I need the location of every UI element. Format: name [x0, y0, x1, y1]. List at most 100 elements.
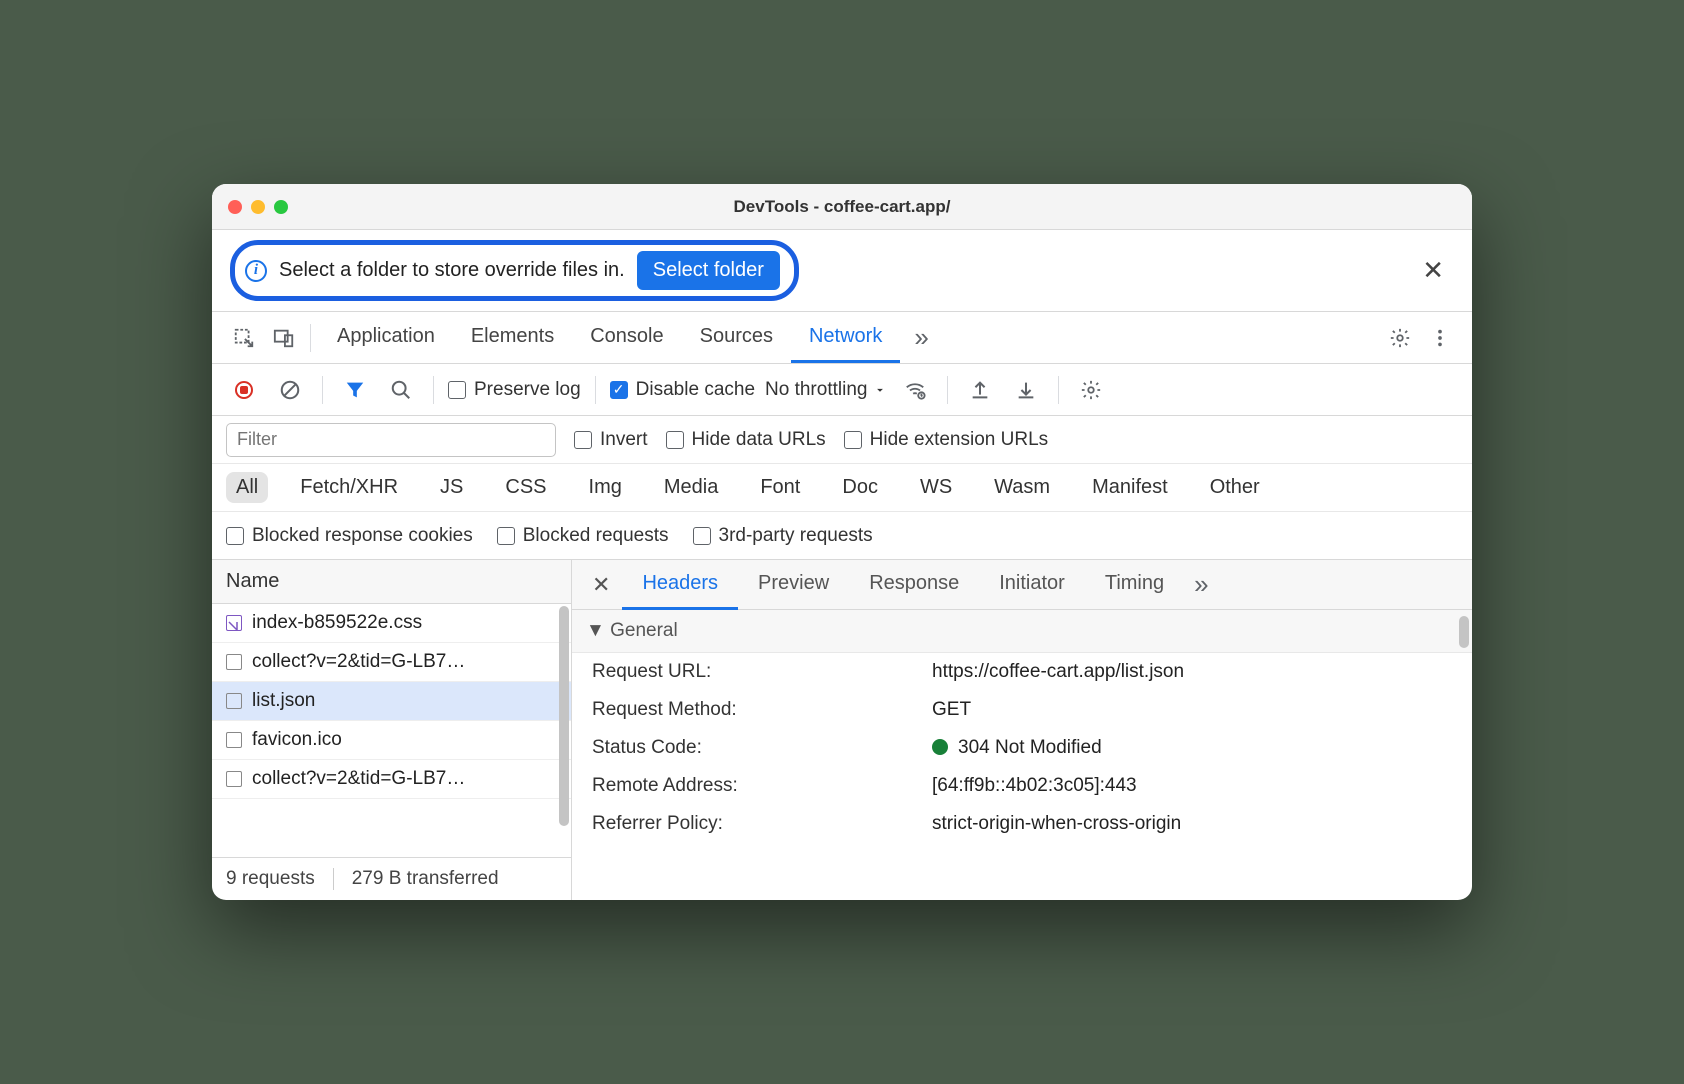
kv-row: Status Code:304 Not Modified [572, 729, 1472, 767]
titlebar: DevTools - coffee-cart.app/ [212, 184, 1472, 230]
requests-count: 9 requests [226, 868, 315, 890]
close-infobar-button[interactable]: ✕ [1412, 251, 1454, 290]
detail-tab-response[interactable]: Response [849, 560, 979, 610]
general-section-header[interactable]: ▼ General [572, 610, 1472, 653]
hide-data-label: Hide data URLs [692, 429, 826, 451]
filter-input[interactable] [226, 423, 556, 457]
import-har-icon[interactable] [1008, 372, 1044, 408]
settings-gear-icon[interactable] [1382, 320, 1418, 356]
tab-elements[interactable]: Elements [453, 313, 572, 363]
network-conditions-icon[interactable] [897, 372, 933, 408]
resource-type-bar: All Fetch/XHR JS CSS Img Media Font Doc WS Wasm Ma… [212, 464, 1472, 512]
override-infobar: i Select a folder to store override file… [212, 230, 1472, 312]
tab-application[interactable]: Application [319, 313, 453, 363]
devtools-window: DevTools - coffee-cart.app/ i Select a f… [212, 184, 1472, 900]
divider [947, 376, 948, 404]
disable-cache-label: Disable cache [636, 379, 755, 401]
kv-value: [64:ff9b::4b02:3c05]:443 [932, 775, 1137, 797]
type-wasm[interactable]: Wasm [984, 472, 1060, 503]
type-media[interactable]: Media [654, 472, 728, 503]
request-name: favicon.ico [252, 729, 342, 751]
info-icon: i [245, 260, 267, 282]
type-js[interactable]: JS [430, 472, 473, 503]
network-toolbar: Preserve log ✓Disable cache No throttlin… [212, 364, 1472, 416]
filter-icon[interactable] [337, 372, 373, 408]
disable-cache-checkbox[interactable]: ✓Disable cache [610, 379, 755, 401]
detail-tab-preview[interactable]: Preview [738, 560, 849, 610]
kv-value: strict-origin-when-cross-origin [932, 813, 1181, 835]
hide-ext-label: Hide extension URLs [870, 429, 1048, 451]
request-name: collect?v=2&tid=G-LB7… [252, 768, 465, 790]
infobar-text: Select a folder to store override files … [279, 259, 625, 282]
request-row[interactable]: collect?v=2&tid=G-LB7… [212, 760, 571, 799]
type-fetchxhr[interactable]: Fetch/XHR [290, 472, 408, 503]
preserve-log-label: Preserve log [474, 379, 581, 401]
chevron-down-icon [873, 383, 887, 397]
tab-sources[interactable]: Sources [682, 313, 791, 363]
hide-extension-urls-checkbox[interactable]: Hide extension URLs [844, 429, 1048, 451]
close-detail-button[interactable]: ✕ [580, 572, 622, 598]
blocked-cookies-checkbox[interactable]: Blocked response cookies [226, 525, 473, 547]
throttling-select[interactable]: No throttling [765, 379, 887, 401]
detail-tabbar: ✕ HeadersPreviewResponseInitiatorTiming … [572, 560, 1472, 610]
transferred-size: 279 B transferred [352, 868, 499, 890]
traffic-lights [228, 200, 288, 214]
inspect-icon[interactable] [226, 320, 262, 356]
divider [595, 376, 596, 404]
kv-row: Request Method: GET [572, 691, 1472, 729]
close-window-button[interactable] [228, 200, 242, 214]
select-folder-button[interactable]: Select folder [637, 251, 780, 290]
record-button[interactable] [226, 372, 262, 408]
type-all[interactable]: All [226, 472, 268, 503]
blocked-cookies-label: Blocked response cookies [252, 525, 473, 547]
status-bar: 9 requests 279 B transferred [212, 857, 571, 900]
export-har-icon[interactable] [962, 372, 998, 408]
status-dot-icon [932, 739, 948, 755]
preserve-log-checkbox[interactable]: Preserve log [448, 379, 581, 401]
detail-tab-headers[interactable]: Headers [622, 560, 738, 610]
request-row[interactable]: collect?v=2&tid=G-LB7… [212, 643, 571, 682]
clear-button[interactable] [272, 372, 308, 408]
kv-value: GET [932, 699, 971, 721]
kv-key: Request Method: [592, 699, 902, 721]
detail-tab-initiator[interactable]: Initiator [979, 560, 1085, 610]
more-tabs-chevron-icon[interactable]: » [904, 322, 938, 353]
hide-data-urls-checkbox[interactable]: Hide data URLs [666, 429, 826, 451]
request-row[interactable]: favicon.ico [212, 721, 571, 760]
type-img[interactable]: Img [579, 472, 632, 503]
kv-key: Remote Address: [592, 775, 902, 797]
kv-key: Referrer Policy: [592, 813, 902, 835]
detail-tab-timing[interactable]: Timing [1085, 560, 1184, 610]
third-party-checkbox[interactable]: 3rd-party requests [693, 525, 873, 547]
kebab-menu-icon[interactable] [1422, 320, 1458, 356]
zoom-window-button[interactable] [274, 200, 288, 214]
more-detail-tabs-icon[interactable]: » [1184, 569, 1218, 600]
device-toggle-icon[interactable] [266, 320, 302, 356]
tab-network[interactable]: Network [791, 313, 900, 363]
general-rows: Request URL:https://coffee-cart.app/list… [572, 653, 1472, 843]
type-css[interactable]: CSS [495, 472, 556, 503]
type-font[interactable]: Font [750, 472, 810, 503]
file-icon [226, 771, 242, 787]
detail-scrollbar-thumb[interactable] [1459, 616, 1469, 648]
request-name: index-b859522e.css [252, 612, 422, 634]
kv-row: Remote Address: [64:ff9b::4b02:3c05]:443 [572, 767, 1472, 805]
request-name: collect?v=2&tid=G-LB7… [252, 651, 465, 673]
type-ws[interactable]: WS [910, 472, 962, 503]
request-name: list.json [252, 690, 315, 712]
type-manifest[interactable]: Manifest [1082, 472, 1178, 503]
scrollbar-thumb[interactable] [559, 606, 569, 826]
invert-label: Invert [600, 429, 648, 451]
search-icon[interactable] [383, 372, 419, 408]
blocked-requests-checkbox[interactable]: Blocked requests [497, 525, 669, 547]
invert-checkbox[interactable]: Invert [574, 429, 648, 451]
request-row[interactable]: list.json [212, 682, 571, 721]
request-row[interactable]: index-b859522e.css [212, 604, 571, 643]
tab-console[interactable]: Console [572, 313, 681, 363]
network-settings-gear-icon[interactable] [1073, 372, 1109, 408]
minimize-window-button[interactable] [251, 200, 265, 214]
type-doc[interactable]: Doc [832, 472, 888, 503]
file-icon [226, 732, 242, 748]
name-column-header[interactable]: Name [212, 560, 571, 604]
type-other[interactable]: Other [1200, 472, 1270, 503]
